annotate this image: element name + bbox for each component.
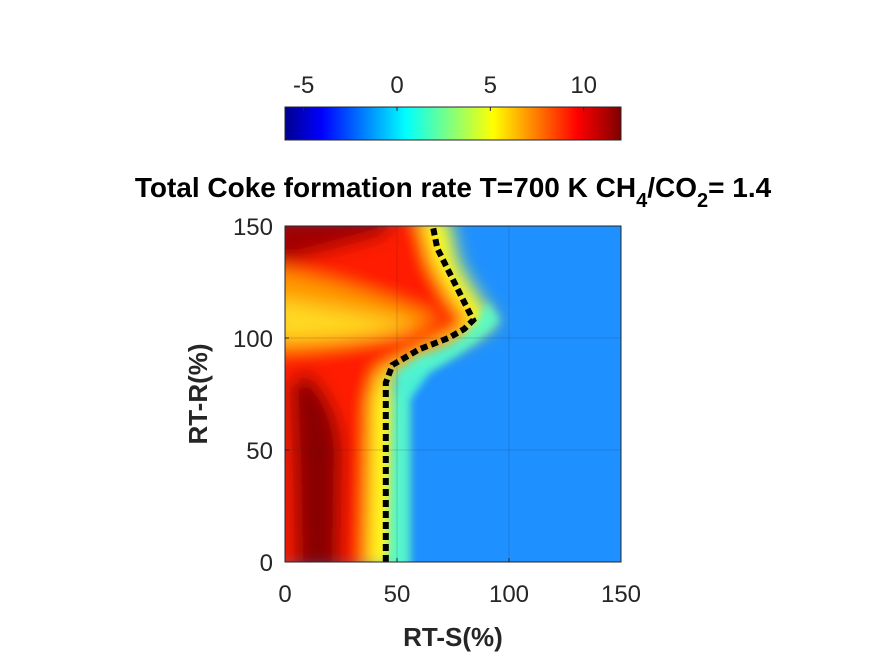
x-tick-label: 50 (384, 581, 411, 608)
x-tick-label: 150 (601, 581, 641, 608)
x-axis-ticks: 0 50 100 150 (278, 558, 641, 608)
chart-title: Total Coke formation rate T=700 K CH4/CO… (135, 172, 772, 212)
x-axis-label: RT-S(%) (403, 622, 503, 652)
y-axis-label: RT-R(%) (183, 343, 213, 444)
y-tick-label: 150 (233, 214, 273, 241)
heatmap-area (285, 226, 621, 562)
axes-box (284, 225, 622, 563)
colorbar-tick-label: 10 (570, 72, 597, 99)
y-tick-label: 100 (233, 326, 273, 353)
colorbar-tick-label: 5 (484, 72, 497, 99)
heatmap-region-darkred-bottom (290, 372, 342, 562)
y-tick-label: 50 (246, 438, 273, 465)
x-tick-label: 0 (278, 581, 291, 608)
heatmap-band-upper-yellow (285, 300, 420, 340)
y-tick-label: 0 (260, 550, 273, 577)
colorbar-gradient (284, 106, 622, 141)
y-axis-ticks: 0 50 100 150 (233, 214, 289, 577)
zero-contour-line (382, 225, 477, 562)
colorbar-ticks: -5 0 5 10 (293, 72, 597, 111)
colorbar-tick-label: 0 (390, 72, 403, 99)
x-tick-label: 100 (489, 581, 529, 608)
colorbar-tick-label: -5 (293, 72, 314, 99)
heatmap-region-darkred-top (285, 226, 390, 262)
heatmap-band-cyan (388, 302, 500, 562)
colorbar: -5 0 5 10 (284, 72, 622, 141)
